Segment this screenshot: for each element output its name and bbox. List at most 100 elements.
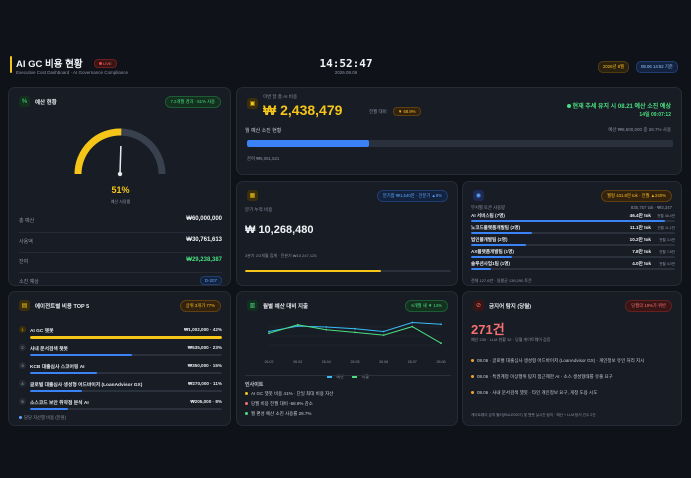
gauge-fill (74, 128, 122, 175)
agent-name: KCB 대출심사 스코어링 AI (30, 365, 85, 370)
series-point[interactable] (268, 330, 270, 333)
dept-sub: 전월 46.4만 (657, 213, 675, 218)
agent-row[interactable]: 1 AI GC 챗봇 ₩1,002,000 · 42% (19, 326, 222, 342)
compare-label: 전월 대비 (369, 109, 387, 114)
series-point[interactable] (440, 342, 442, 345)
trend-badge: 6개월 새 ▼ 14% (405, 300, 448, 312)
forecast-label: 현재 추세 유지 시 08.21 예산 소진 예상 (572, 104, 671, 110)
budget-row-label: 잔여 (19, 259, 29, 265)
agent-bar-fill (30, 408, 69, 410)
dept-row[interactable]: AI 서비스팀 (7명) 46.4만 tok 전월 46.4만 (471, 213, 675, 224)
violation-item[interactable]: 08.06 · 특권계정 이상행위 탐지 접근제한 AI · 소스 생성형태를 … (471, 374, 613, 380)
x-tick-label: 26.07 (408, 360, 417, 364)
dept-row[interactable]: 솔루션사업1팀 (1명) 4.0만 tok 전월 4.0만 (471, 261, 675, 272)
robot-icon: ▤ (19, 300, 30, 311)
agent-rank: 5 (19, 398, 26, 405)
compliance-footer: 게이트웨이 금칙 필터(RULE0207) 및 챗봇 실시간 탐지 · 예산 +… (471, 413, 596, 417)
forecast-dot-icon (566, 104, 571, 108)
series-point[interactable] (411, 325, 414, 328)
legend-dot-icon (19, 416, 22, 419)
dept-row[interactable]: AX플랫폼개발팀 (1명) 7.8만 tok 전월 7.8만 (471, 249, 675, 260)
live-label: LIVE (103, 61, 112, 66)
dept-value: 46.4만 tok (629, 213, 651, 218)
agent-bar (30, 390, 222, 392)
dept-row[interactable]: 법인플개발팀 (2명) 10.2만 tok 전월 3.4만 (471, 237, 675, 248)
chart-icon: ▥ (247, 300, 258, 311)
agent-row[interactable]: 4 글로벌 대출심사 생성형 어드바이저 (LoanAdvisor GX) ₩270… (19, 380, 222, 396)
agent-name: 사내 문서검색 챗봇 (30, 347, 68, 352)
series-point[interactable] (325, 328, 328, 331)
insight-item: 당월 비용 전월 대비 -68.9% 감소 (245, 401, 313, 407)
monthly-top-label: 이번 달 총 AI 비용 (263, 94, 298, 99)
violation-dot-icon (471, 375, 474, 379)
dday-label: 소진 예상 (19, 279, 39, 285)
dept-name: 솔루션사업1팀 (1명) (471, 261, 511, 266)
dept-name: 노코드플랫폼개발팀 (2명) (471, 225, 521, 230)
legend-spend-swatch (352, 375, 358, 378)
series-point[interactable] (440, 323, 442, 326)
legend-budget-label: 예산 (336, 374, 344, 379)
agent-value: ₩1,002,000 · 42% (183, 327, 222, 332)
quarter-cost-card: ▦ 분기 누적 비용 분기합 ₩1,540만 · 전분기 ▲8% ₩ 10,26… (236, 181, 458, 286)
agent-bar-fill (30, 390, 82, 392)
agent-name: 소스코드 보안 취약점 분석 AI (30, 401, 89, 406)
violation-count: 271건 (471, 322, 505, 337)
agent-bar (30, 354, 222, 356)
agent-row[interactable]: 2 사내 문서검색 챗봇 ₩535,000 · 23% (19, 344, 222, 360)
dept-row[interactable]: 노코드플랫폼개발팀 (2명) 11.1만 tok 전월 11.1만 (471, 225, 675, 236)
x-tick-label: 26.05 (351, 360, 360, 364)
progress-label: 월 예산 소진 현황 (245, 128, 282, 134)
compare-badge: ▼ 68.9% (393, 107, 421, 116)
dday-badge: D-207 (199, 276, 222, 285)
budget-icon: % (19, 96, 30, 107)
dept-sub: 전월 3.4만 (659, 237, 675, 242)
dept-name: AI 서비스팀 (7명) (471, 213, 505, 218)
dept-token-card: ◉ 월평 431.8만 tok · 전월 ▲240% 부서별 토큰 사용량 83… (462, 181, 682, 286)
series-point[interactable] (296, 323, 299, 326)
series-point[interactable] (354, 327, 356, 330)
agent-row[interactable]: 3 KCB 대출심사 스코어링 AI ₩350,000 · 15% (19, 362, 222, 378)
agent-rank: 1 (19, 326, 26, 333)
compliance-badge: 당월의 19%가 위반 (625, 300, 672, 312)
agent-rank: 3 (19, 362, 26, 369)
series-point[interactable] (325, 326, 328, 328)
agent-bar-fill (30, 372, 98, 374)
series-point[interactable] (296, 325, 299, 327)
dept-bar (471, 244, 675, 246)
series-point[interactable] (382, 334, 385, 336)
violation-text: 08.06 · 특권계정 이상행위 탐지 접근제한 AI · 소스 생성형태를 … (477, 374, 613, 379)
live-badge: LIVE (94, 59, 117, 68)
compliance-card: ⊘ 금지어 탐지 (당월) 당월의 19%가 위반 271건 예산 239 · … (462, 291, 682, 426)
update-badge[interactable]: 08.06 14:52 기준 (636, 61, 678, 73)
gauge-needle (119, 145, 122, 175)
quarter-badge: 분기합 ₩1,540만 · 전분기 ▲8% (376, 190, 448, 202)
dept-name: 법인플개발팀 (2명) (471, 237, 508, 242)
series-point[interactable] (354, 331, 356, 334)
violation-count-sub: 예산 239 · LLM 현황 32 · 당월 게이트웨이 검증 (471, 337, 551, 342)
clock-time: 14:52:47 (319, 57, 373, 70)
gauge-hub (117, 171, 123, 177)
calendar-icon: ▦ (247, 190, 258, 201)
series-point[interactable] (411, 321, 414, 324)
agents-badge: 상위 3개가 77% (179, 300, 221, 312)
dept-value: 4.0만 tok (632, 261, 651, 266)
agents-title: 에이전트별 비용 TOP 5 (35, 304, 90, 310)
live-dot-icon (99, 62, 102, 65)
budget-row-label: 사용액 (19, 239, 33, 245)
violation-item[interactable]: 08.06 · 글로벌 대출심사 생성형 어드바이저 (LoanAdvisor … (471, 358, 644, 364)
forecast-date: 14일 09:07:12 (639, 112, 671, 118)
month-badge[interactable]: 2026년 8월 (598, 61, 630, 73)
budget-row-label: 총 예산 (19, 218, 35, 224)
series-point[interactable] (382, 330, 385, 333)
wallet-icon: ▣ (247, 98, 258, 109)
series-point[interactable] (268, 332, 270, 335)
dept-bar-fill (471, 256, 512, 258)
legend-budget-swatch (326, 375, 332, 378)
agent-value: ₩270,000 · 11% (188, 381, 222, 386)
agent-row[interactable]: 5 소스코드 보안 취약점 분석 AI ₩205,000 · 8% (19, 398, 222, 414)
dept-value: 7.8만 tok (632, 249, 651, 254)
violation-item[interactable]: 08.06 · 사내 문서검색 챗봇 · 타인 개인정보 요구, 게정 도용 시… (471, 390, 597, 396)
agent-name: AI GC 챗봇 (30, 329, 54, 334)
x-tick-label: 26.06 (379, 360, 388, 364)
dept-name: AX플랫폼개발팀 (1명) (471, 249, 514, 254)
